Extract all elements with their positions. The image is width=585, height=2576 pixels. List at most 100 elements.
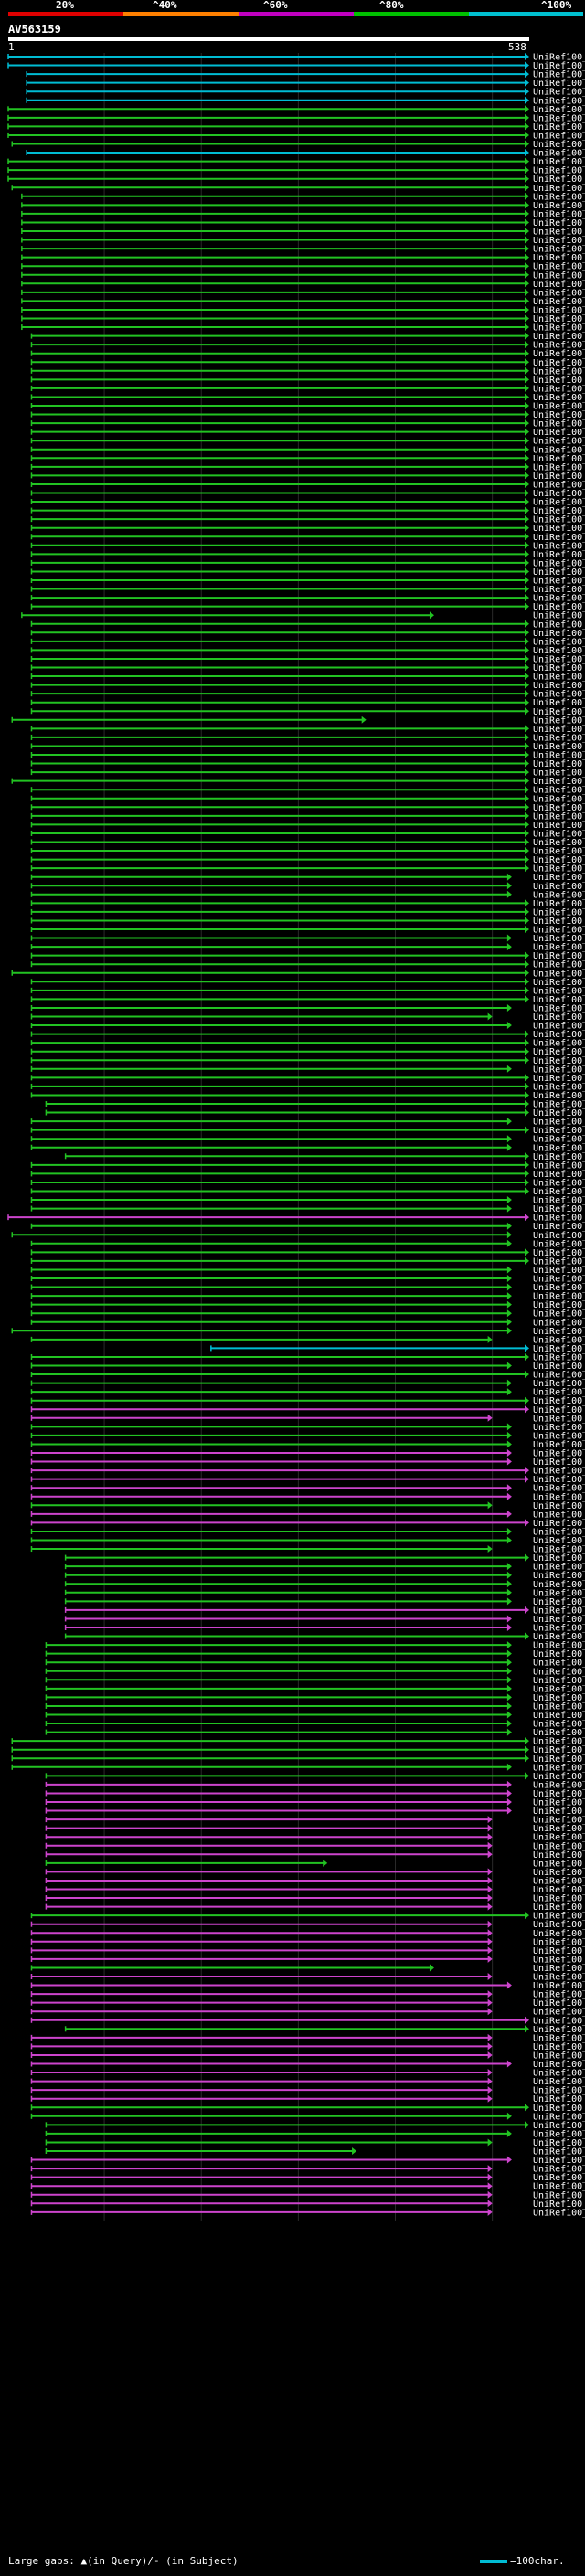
hit-label[interactable]: UniRef100_Q0D827	[533, 1728, 585, 1738]
hit-label[interactable]: UniRef100_Q94CH5-2	[533, 855, 585, 865]
hit-label[interactable]: UniRef100_A5B8C5	[533, 1798, 585, 1808]
hit-label[interactable]: UniRef100_A5BCM6	[533, 917, 585, 927]
hit-label[interactable]: UniRef100_C6TL62	[533, 1108, 585, 1118]
hit-label[interactable]: UniRef100_Q9FJ41	[533, 2016, 585, 2026]
hit-label[interactable]: UniRef100_A7PXB3	[533, 1074, 585, 1084]
hit-label[interactable]: UniRef100_B9SF69	[533, 960, 585, 970]
hit-label[interactable]: UniRef100_Q67ZI9	[533, 995, 585, 1005]
hit-label[interactable]: UniRef100_A7PXB4	[533, 794, 585, 804]
hit-label[interactable]: UniRef100_C5Z0J0	[533, 332, 585, 342]
hit-label[interactable]: UniRef100_B9SRX9	[533, 1204, 585, 1214]
hit-label[interactable]: UniRef100_B5BRD0	[533, 707, 585, 717]
hit-label[interactable]: UniRef100_A3C539	[533, 297, 585, 307]
hit-label[interactable]: UniRef100_B7FJ68	[533, 1396, 585, 1406]
hit-label[interactable]: UniRef100_B4FXJ5	[533, 1335, 585, 1345]
hit-label[interactable]: UniRef100_B7FHU5	[533, 882, 585, 892]
hit-label[interactable]: UniRef100_B6TZM4	[533, 245, 585, 255]
hit-label[interactable]: UniRef100_Q0J3C9	[533, 838, 585, 848]
hit-label[interactable]: UniRef100_A9P3B5	[533, 533, 585, 543]
hit-label[interactable]: UniRef100_Q0WP19	[533, 1807, 585, 1817]
hit-label[interactable]: UniRef100_A9P098	[533, 1789, 585, 1799]
hit-label[interactable]: UniRef100_B9S9D5	[533, 769, 585, 779]
hit-label[interactable]: UniRef100_Q8LEG3	[533, 192, 585, 202]
hit-label[interactable]: UniRef100_A9P3B4	[533, 541, 585, 551]
hit-label[interactable]: UniRef100_B9GT36	[533, 926, 585, 936]
hit-label[interactable]: UniRef100_Q6K3L1	[533, 1379, 585, 1389]
hit-label[interactable]: UniRef100_Q0DEC3	[533, 759, 585, 769]
hit-label[interactable]: UniRef100_B8BAH4	[533, 1423, 585, 1433]
hit-label[interactable]: UniRef100_B3H5Q5	[533, 847, 585, 857]
hit-label[interactable]: UniRef100_B9GMX9	[533, 1118, 585, 1128]
hit-label[interactable]: UniRef100_B4G053	[533, 1981, 585, 1991]
hit-label[interactable]: UniRef100_A9P3B6	[533, 524, 585, 534]
hit-label[interactable]: UniRef100_Q0JD94	[533, 1885, 585, 1895]
hit-label[interactable]: UniRef100_UP1000...	[533, 410, 585, 420]
hit-label[interactable]: UniRef100_Q94CH6	[533, 53, 585, 63]
hit-label[interactable]: UniRef100_Q9C9V0	[533, 803, 585, 813]
hit-label[interactable]: UniRef100_B4FDX0	[533, 1693, 585, 1703]
hit-label[interactable]: UniRef100_C6TE34	[533, 1362, 585, 1372]
hit-label[interactable]: UniRef100_Q95JB4	[533, 969, 585, 979]
hit-label[interactable]: UniRef100_C6TNT3	[533, 1929, 585, 1939]
hit-label[interactable]: UniRef100_Q9SFU3	[533, 620, 585, 630]
hit-label[interactable]: UniRef100_Q9LH73	[533, 428, 585, 438]
hit-label[interactable]: UniRef100_C5X9H8	[533, 673, 585, 683]
hit-label[interactable]: UniRef100_A7NSR7	[533, 175, 585, 185]
hit-label[interactable]: UniRef100_A7NSR9	[533, 716, 585, 726]
hit-label[interactable]: UniRef100_Q5ZS18	[533, 2008, 585, 2018]
hit-label[interactable]: UniRef100_A7P7W4	[533, 1772, 585, 1782]
hit-label[interactable]: UniRef100_A2Z7R9	[533, 376, 585, 386]
hit-label[interactable]: UniRef100_A9NB31	[533, 2104, 585, 2114]
hit-label[interactable]: UniRef100_C6TD32	[533, 253, 585, 263]
hit-label[interactable]: UniRef100_A9TBK8	[533, 1903, 585, 1913]
hit-label[interactable]: UniRef100_A2Z793	[533, 2200, 585, 2210]
hit-label[interactable]: UniRef100_Q6K449	[533, 1222, 585, 1232]
hit-label[interactable]: UniRef100_C5Z875	[533, 1056, 585, 1066]
hit-label[interactable]: UniRef100_C0PP14	[533, 1388, 585, 1398]
hit-label[interactable]: UniRef100_A9P3B8	[533, 506, 585, 516]
hit-label[interactable]: UniRef100_C6TNI6	[533, 70, 585, 80]
hit-label[interactable]: UniRef100_B9HBW7	[533, 951, 585, 961]
hit-label[interactable]: UniRef100_B6T774	[533, 594, 585, 604]
hit-label[interactable]: UniRef100_C5Z8C3	[533, 1763, 585, 1773]
hit-label[interactable]: UniRef100_C5X6B4	[533, 1300, 585, 1310]
hit-label[interactable]: UniRef100_C5YMZ8	[533, 1711, 585, 1721]
hit-label[interactable]: UniRef100_Q9VY93	[533, 986, 585, 996]
hit-label[interactable]: UniRef100_B6TTJ2	[533, 445, 585, 455]
hit-label[interactable]: UniRef100_C5X8W4	[533, 314, 585, 324]
hit-label[interactable]: UniRef100_B9RTL8	[533, 1187, 585, 1197]
hit-label[interactable]: UniRef100_Q0WV07	[533, 1283, 585, 1293]
hit-label[interactable]: UniRef100_C5Z7B9	[533, 698, 585, 708]
hit-label[interactable]: UniRef100_Q7XRP1	[533, 821, 585, 831]
hit-label[interactable]: UniRef100_C6TAX1	[533, 1649, 585, 1659]
hit-label[interactable]: UniRef100_Q9FHW9	[533, 149, 585, 159]
hit-label[interactable]: UniRef100_B6TRC2	[533, 646, 585, 656]
hit-label[interactable]: UniRef100_B4FYX5	[533, 1501, 585, 1511]
hit-label[interactable]: UniRef100_C6TEZ7	[533, 1431, 585, 1441]
hit-label[interactable]: UniRef100_Q8W158	[533, 489, 585, 499]
hit-label[interactable]: UniRef100_B4FSN7	[533, 1937, 585, 1947]
hit-label[interactable]: UniRef100_B9GH31	[533, 1519, 585, 1529]
hit-label[interactable]: UniRef100_A9NUJ0	[533, 1100, 585, 1110]
hit-label[interactable]: UniRef100_A7NSR4	[533, 113, 585, 123]
hit-label[interactable]: UniRef100_A9P3B0	[533, 550, 585, 560]
hit-label[interactable]: UniRef100_Q9FJ59	[533, 280, 585, 290]
hit-label[interactable]: UniRef100_B4G054	[533, 1990, 585, 2000]
hit-label[interactable]: UniRef100_C4IZX1	[533, 585, 585, 595]
hit-label[interactable]: UniRef100_UP1000...	[533, 1352, 585, 1362]
hit-label[interactable]: UniRef100_A9NSA8	[533, 1449, 585, 1459]
hit-label[interactable]: UniRef100_Q3EDN4	[533, 384, 585, 394]
hit-label[interactable]: UniRef100_B9IAL7	[533, 864, 585, 875]
hit-label[interactable]: UniRef100_B4FJE6	[533, 1701, 585, 1712]
hit-label[interactable]: UniRef100_Q94CH7-2	[533, 236, 585, 246]
hit-label[interactable]: UniRef100_C5XR59	[533, 288, 585, 298]
hit-label[interactable]: UniRef100_C5Z2Z9	[533, 1659, 585, 1669]
hit-label[interactable]: UniRef100_B5BRD9	[533, 663, 585, 673]
hit-label[interactable]: UniRef100_B4FST1	[533, 2173, 585, 2183]
hit-label[interactable]: UniRef100_Q9SI03	[533, 1536, 585, 1546]
hit-label[interactable]: UniRef100_UP1000...	[533, 1256, 585, 1267]
hit-label[interactable]: UniRef100_B9GRP7	[533, 79, 585, 89]
hit-label[interactable]: UniRef100_UP1000...	[533, 1047, 585, 1057]
hit-label[interactable]: UniRef100_Q7XS07	[533, 1868, 585, 1878]
hit-label[interactable]: UniRef100_A9P3B7	[533, 515, 585, 525]
